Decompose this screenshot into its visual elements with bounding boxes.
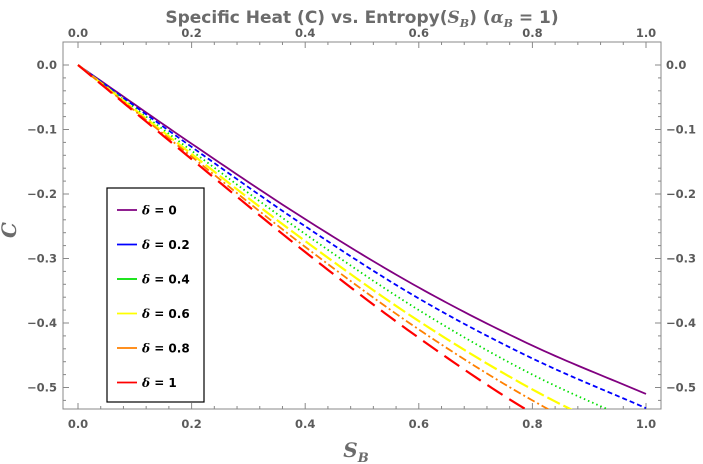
y-tick-label-right: −0.4 [666,316,696,330]
legend-label: δ = 0.8 [141,342,190,356]
legend-item: δ = 0.6 [117,307,190,321]
legend-item: δ = 0.8 [117,342,190,356]
chart-title: Specific Heat (C) vs. Entropy(SB) (αB = … [165,8,558,30]
x-tick-label-top: 0.2 [181,26,201,40]
x-tick-label-bottom: 0.2 [181,417,201,431]
legend-label: δ = 0.4 [141,273,190,287]
series-line-1 [77,64,647,409]
y-tick-label-left: −0.2 [27,187,57,201]
legend-box [106,187,205,403]
legend-item: δ = 0 [117,204,177,218]
plot-frame [62,41,662,410]
legend-label: δ = 0.6 [141,307,190,321]
x-axis-label: SB [343,438,368,464]
y-tick-label-right: −0.2 [666,187,696,201]
legend-label: δ = 0 [141,204,177,218]
x-tick-label-bottom: 0.4 [295,417,315,431]
x-tick-label-top: 0.4 [295,26,315,40]
legend-label: δ = 0.2 [141,238,190,252]
y-tick-label-right: 0.0 [666,58,686,72]
x-tick-label-bottom: 0.6 [409,417,429,431]
y-tick-label-right: −0.5 [666,381,696,395]
x-tick-label-bottom: 1.0 [636,417,656,431]
x-tick-label-top: 0.6 [409,26,429,40]
x-tick-label-top: 0.0 [68,26,88,40]
legend-item: δ = 1 [117,376,177,390]
x-tick-label-bottom: 0.0 [68,417,88,431]
x-tick-label-top: 1.0 [636,26,656,40]
series-group [77,64,647,409]
axis-ticks: 0.0 0.0 0.2 0.2 0.4 0.4 0.6 0.6 0.8 0.8 1.0 1.0 0.0 0… [27,26,696,431]
legend-item: δ = 0.4 [117,273,190,287]
series-line-0 [77,64,647,395]
series-line-3 [77,64,573,409]
x-tick-label-top: 0.8 [522,26,542,40]
x-tick-label-bottom: 0.8 [522,417,542,431]
y-tick-label-left: −0.3 [27,252,57,266]
y-tick-label-left: −0.4 [27,316,57,330]
legend-item: δ = 0.2 [117,238,190,252]
legend-label: δ = 1 [141,376,177,390]
y-axis-label: C [0,222,21,238]
series-line-2 [77,64,610,409]
y-tick-label-right: −0.1 [666,123,696,137]
y-tick-label-left: −0.1 [27,123,57,137]
y-tick-label-right: −0.3 [666,252,696,266]
series-line-5 [77,64,528,409]
y-tick-label-left: 0.0 [37,58,57,72]
legend: δ = 0 δ = 0.2 δ = 0.4 δ = 0.6 δ = 0.8 δ = 1 [106,187,205,403]
y-tick-label-left: −0.5 [27,381,57,395]
